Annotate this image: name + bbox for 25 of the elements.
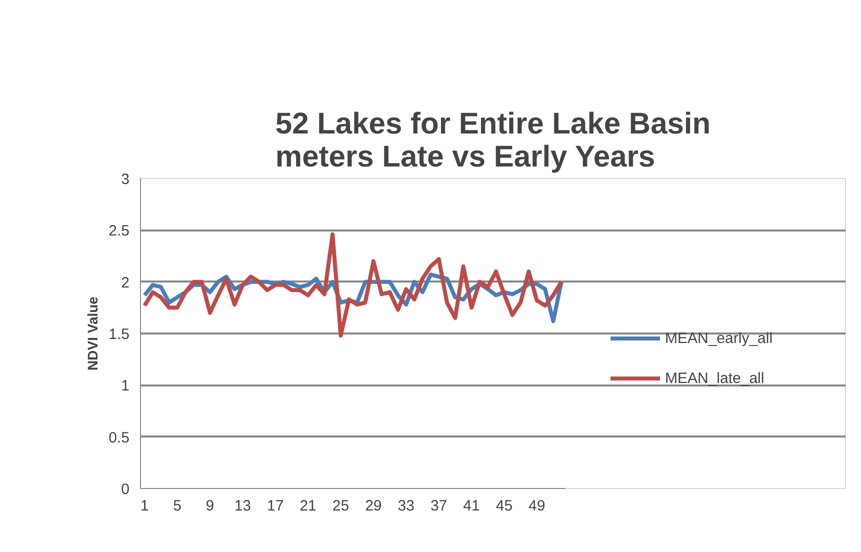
x-tick-label: 21 bbox=[300, 498, 316, 514]
y-axis-title: NDVI Value bbox=[84, 296, 101, 370]
x-tick-label: 5 bbox=[173, 498, 182, 514]
x-tick-label: 41 bbox=[463, 498, 480, 514]
x-tick-label: 1 bbox=[140, 498, 149, 514]
chart-title: 52 Lakes for Entire Lake Basin meters Late vs Early Years bbox=[275, 108, 711, 174]
x-tick-label: 37 bbox=[430, 498, 448, 514]
y-tick-label: 2 bbox=[121, 274, 130, 292]
y-tick-label: 1.5 bbox=[108, 326, 130, 343]
x-tick-label: 29 bbox=[365, 498, 382, 514]
y-tick-label: 0.5 bbox=[108, 429, 130, 446]
x-tick-label: 49 bbox=[528, 498, 546, 514]
y-tick-label: 0 bbox=[121, 481, 130, 498]
x-tick-label: 33 bbox=[398, 498, 414, 514]
x-tick-label: 13 bbox=[234, 498, 252, 514]
legend-label: MEAN_early_all bbox=[665, 330, 773, 346]
x-tick-label: 9 bbox=[206, 498, 214, 514]
x-tick-label: 45 bbox=[496, 498, 513, 514]
x-tick-label: 25 bbox=[332, 498, 350, 514]
legend-label: MEAN_late_all bbox=[665, 370, 764, 386]
line-series bbox=[142, 232, 564, 338]
y-tick-label: 2.5 bbox=[108, 222, 130, 240]
x-tick-label: 17 bbox=[267, 498, 284, 514]
y-tick-label: 1 bbox=[121, 378, 130, 395]
y-tick-label: 3 bbox=[121, 171, 130, 188]
